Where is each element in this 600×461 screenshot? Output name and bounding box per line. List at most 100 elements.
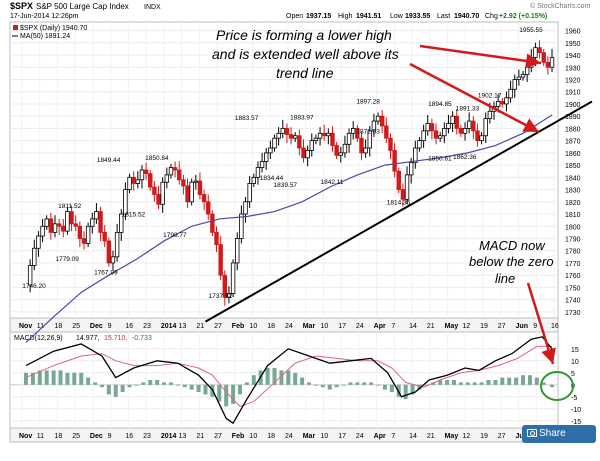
- candle-body: [533, 47, 538, 58]
- histogram-bar: [237, 384, 242, 395]
- x-tick-label: 27: [214, 433, 222, 440]
- x-tick-label: May: [445, 323, 459, 330]
- histogram-bar: [493, 380, 498, 385]
- price-label: 1839.57: [274, 182, 298, 189]
- candle-body: [466, 120, 472, 129]
- price-label: 1894.85: [428, 101, 452, 108]
- share-image-label: Share Image: [539, 428, 567, 457]
- high-value: 1941.51: [356, 13, 381, 20]
- x-tick-label: Mar: [303, 433, 316, 440]
- chg-label: Chg: [485, 13, 498, 20]
- candle-body: [404, 174, 410, 200]
- candle-body: [272, 137, 277, 149]
- x-tick-label: 24: [356, 323, 364, 330]
- candle-body: [226, 293, 232, 298]
- high-label: High: [338, 13, 353, 20]
- legend-swatch: [13, 25, 18, 30]
- macd-legend-value: 14.977,: [76, 335, 99, 342]
- x-tick-label: 19: [480, 323, 488, 330]
- histogram-bar: [265, 368, 270, 385]
- x-tick-label: 14: [409, 323, 417, 330]
- candle-body: [326, 132, 331, 137]
- histogram-bar: [106, 384, 111, 395]
- candle-body: [32, 247, 37, 266]
- price-label: 1891.33: [456, 106, 480, 113]
- candle-body: [346, 132, 352, 145]
- low-value: 1933.55: [405, 13, 430, 20]
- candle-body: [135, 179, 141, 184]
- histogram-bar: [182, 384, 187, 388]
- candle-body: [214, 231, 219, 246]
- candle-body: [363, 147, 368, 154]
- candle-body: [297, 135, 302, 149]
- histogram-bar: [72, 372, 77, 385]
- candle-body: [189, 181, 194, 203]
- histogram-bar: [99, 384, 104, 388]
- price-label: 1955.55: [519, 27, 543, 34]
- price-label: 1814.36: [387, 200, 411, 207]
- macd-legend-label: MACD(12,26,9): [14, 335, 63, 342]
- histogram-bar: [341, 384, 346, 386]
- x-tick-label: 10: [250, 323, 258, 330]
- candle-body: [458, 128, 464, 134]
- x-tick-label: 10: [320, 433, 328, 440]
- y-tick-label: -5: [571, 395, 577, 402]
- candle-body: [413, 147, 418, 164]
- price-label: 1849.44: [97, 157, 121, 164]
- symbol-label: $SPX: [10, 1, 33, 11]
- ma-legend: MA(50) 1891.24: [20, 33, 70, 40]
- y-tick-label: 1730: [565, 310, 581, 317]
- x-tick-label: 18: [54, 433, 62, 440]
- x-tick-label: 13: [179, 323, 187, 330]
- x-tick-label: Mar: [303, 323, 316, 330]
- x-tick-label: Jun: [516, 323, 528, 330]
- x-tick-label: 7: [391, 433, 395, 440]
- x-tick-label: 11: [37, 433, 44, 440]
- macd-line: [25, 336, 553, 425]
- histogram-legend-value: -0.733: [132, 335, 152, 342]
- x-tick-label: 16: [125, 433, 133, 440]
- candle-body: [322, 132, 327, 137]
- price-label: 1737.92: [209, 293, 233, 300]
- candle-body: [210, 213, 215, 233]
- candle-body: [408, 162, 414, 176]
- y-tick-label: 1910: [565, 90, 581, 97]
- histogram-bar: [348, 382, 353, 385]
- histogram-bar: [58, 370, 63, 385]
- candle-body: [61, 225, 66, 232]
- candle-body: [131, 176, 136, 184]
- x-tick-label: 18: [54, 323, 62, 330]
- y-tick-label: -10: [571, 407, 581, 414]
- price-label: 1798.77: [163, 232, 187, 239]
- candle-body: [375, 115, 381, 122]
- candle-body: [230, 262, 236, 294]
- price-panel: [9, 21, 559, 319]
- x-tick-label: 10: [250, 433, 258, 440]
- candle-body: [168, 167, 174, 176]
- candle-body: [454, 115, 459, 129]
- histogram-bar: [175, 384, 180, 386]
- candle-body: [284, 128, 290, 135]
- histogram-bar: [355, 382, 360, 385]
- x-tick-label: 25: [72, 323, 80, 330]
- histogram-bar: [30, 372, 35, 385]
- candle-body: [172, 167, 178, 171]
- x-tick-label: Feb: [232, 323, 244, 330]
- histogram-bar: [93, 382, 98, 385]
- candle-body: [85, 225, 91, 244]
- candle-body: [309, 140, 314, 151]
- share-image-button[interactable]: Share Image: [522, 425, 596, 457]
- histogram-bar: [514, 377, 519, 385]
- histogram-bar: [431, 382, 436, 385]
- histogram-bar: [307, 382, 312, 385]
- histogram-bar: [293, 372, 298, 385]
- chart-stage: $SPX S&P 500 Large Cap Index INDX 17-Jun-20…: [9, 1, 593, 443]
- date-label: 17-Jun-2014 12:26pm: [10, 13, 79, 20]
- y-tick-label: 1890: [565, 114, 581, 121]
- x-tick-label: 2014: [161, 323, 177, 330]
- y-tick-label: 1780: [565, 249, 581, 256]
- histogram-bar: [527, 375, 532, 385]
- x-tick-label: 19: [480, 433, 488, 440]
- candle-body: [429, 123, 435, 132]
- price-annotation-line: trend line: [276, 65, 334, 81]
